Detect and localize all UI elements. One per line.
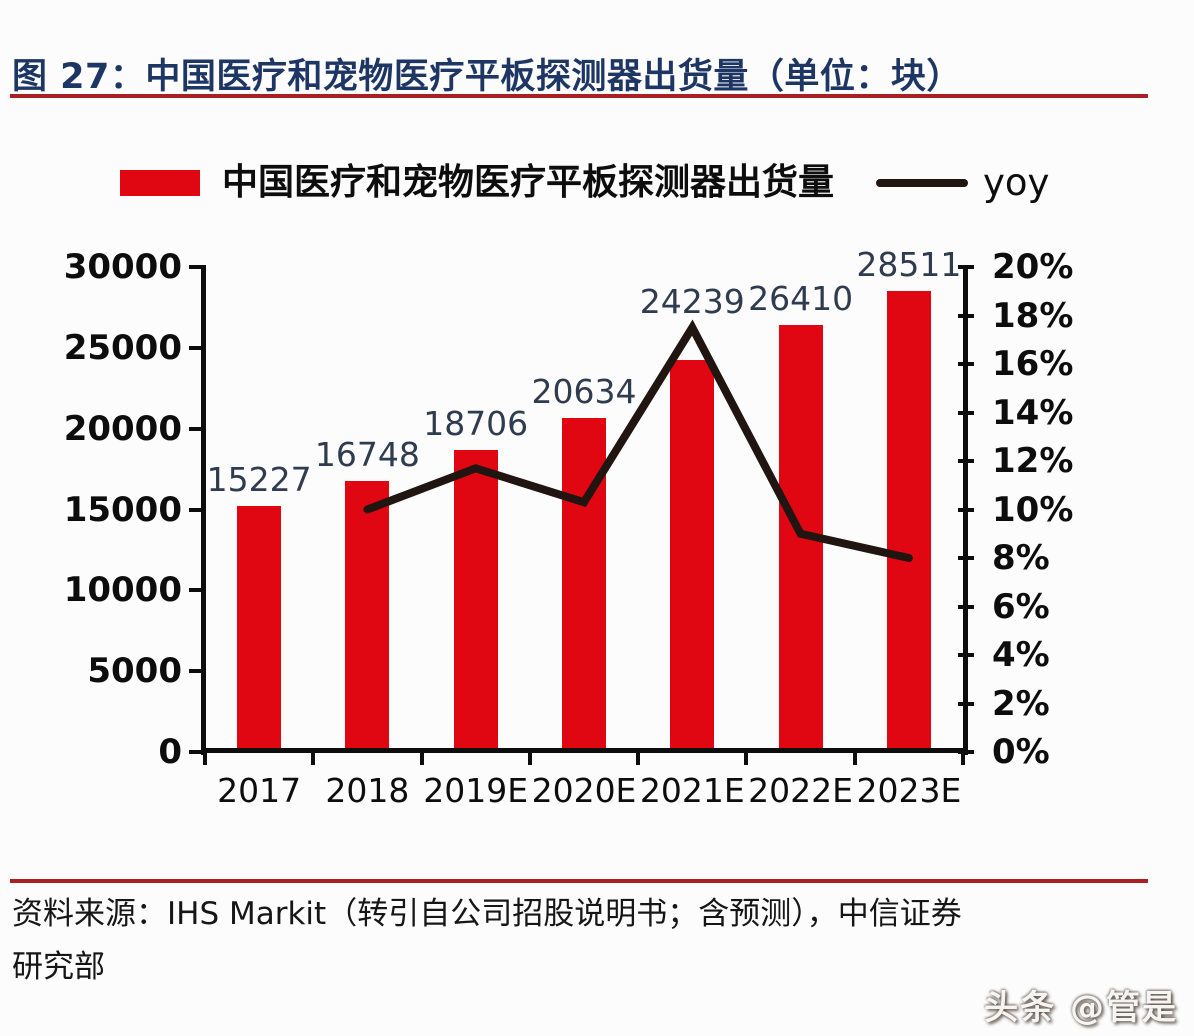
right-axis-tick [958,410,974,415]
bar-2018 [345,481,390,752]
bar-2023E [886,291,931,752]
left-axis-label-15000: 15000 [63,489,182,530]
bar-value-label-2020E: 20634 [531,372,637,412]
left-axis-label-25000: 25000 [63,327,182,368]
left-axis-tick [189,265,203,269]
x-axis-tick [419,750,424,765]
source-line-1: 资料来源：IHS Markit（转引自公司招股说明书；含预测），中信证券 [12,896,962,932]
right-axis-label-14%: 14% [992,392,1074,433]
right-axis-tick [958,653,974,657]
x-axis-line [201,748,968,753]
right-axis-label-16%: 16% [992,344,1074,384]
right-axis-label-10%: 10% [992,489,1074,530]
left-axis-label-20000: 20000 [63,408,182,449]
right-axis-tick [958,556,974,560]
yoy-line-chart [363,319,913,562]
source-divider-rule [10,879,1148,883]
line-legend-swatch [876,179,968,187]
left-axis-tick [189,507,203,512]
bar-2021E [670,360,715,752]
right-axis-label-4%: 4% [992,635,1050,675]
x-axis-tick [527,750,532,765]
x-axis-tick [203,750,207,765]
x-axis-label-2021E: 2021E [639,771,745,810]
right-axis-label-2%: 2% [992,683,1050,724]
right-axis-tick [958,362,974,366]
right-axis-label-8%: 8% [992,538,1050,578]
right-axis-label-20%: 20% [992,247,1074,287]
left-axis-tick [189,750,203,754]
bar-value-label-2018: 16748 [314,435,420,475]
right-axis-tick [958,750,974,754]
x-axis-label-2023E: 2023E [856,771,962,810]
x-axis-label-2019E: 2019E [423,771,529,810]
x-axis-label-2022E: 2022E [748,771,854,810]
watermark: 头条 @管是 [984,988,1178,1028]
line-legend-label: yoy [983,161,1050,204]
figure-title: 图 27：中国医疗和宠物医疗平板探测器出货量（单位：块） [12,57,962,97]
left-axis-tick [189,426,203,431]
x-axis-tick [961,750,965,765]
bar-2019E [453,449,498,752]
bar-2017 [237,505,282,752]
right-axis-tick [958,701,974,706]
x-axis-label-2018: 2018 [325,771,410,810]
right-axis-tick [958,459,974,463]
left-axis-tick [189,588,203,593]
right-axis-tick [958,313,974,318]
bar-value-label-2019E: 18706 [423,403,529,443]
bar-value-label-2023E: 28511 [856,245,962,285]
left-axis-label-0: 0 [158,732,182,772]
right-axis-label-12%: 12% [992,441,1074,481]
left-axis-tick [189,345,203,350]
right-axis-label-0%: 0% [992,732,1050,772]
x-axis-tick [744,750,749,765]
right-axis-label-18%: 18% [992,295,1074,336]
x-axis-tick [311,750,316,765]
x-axis-tick [636,750,641,765]
right-axis-tick [958,507,974,512]
yoy-line [363,319,913,562]
plot-area: 15227 16748 18706 20634 24239 26410 28511 [205,245,963,752]
left-axis-label-30000: 30000 [63,247,182,287]
bar-legend-label: 中国医疗和宠物医疗平板探测器出货量 [222,162,835,203]
left-axis-tick [189,669,203,674]
bar-value-label-2022E: 26410 [748,279,854,318]
title-underline-rule [10,94,1148,98]
right-axis-label-6%: 6% [992,586,1050,627]
x-axis-label-2017: 2017 [217,771,302,810]
left-axis-line [201,265,206,755]
left-axis-label-5000: 5000 [87,651,182,692]
x-axis-tick [852,750,857,765]
source-line-2: 研究部 [12,949,105,985]
left-axis-label-10000: 10000 [63,570,182,611]
source-note: 资料来源：IHS Markit（转引自公司招股说明书；含预测），中信证券 研究部 [12,888,1187,994]
right-axis-tick [958,265,974,269]
bar-legend-swatch [120,170,200,196]
bar-value-label-2017: 15227 [206,459,312,499]
x-axis-label-2020E: 2020E [531,771,637,810]
bar-value-label-2021E: 24239 [639,281,745,321]
right-axis-tick [958,604,974,609]
